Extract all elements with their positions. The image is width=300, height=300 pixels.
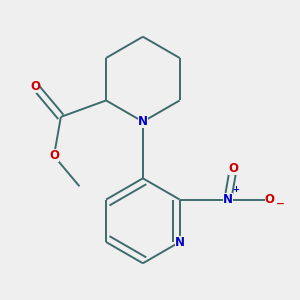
Text: N: N (138, 115, 148, 128)
Text: +: + (232, 185, 238, 194)
Text: N: N (175, 236, 185, 248)
Text: N: N (223, 193, 233, 206)
Text: O: O (49, 149, 59, 163)
Text: O: O (265, 193, 275, 206)
Text: O: O (30, 80, 40, 93)
Text: −: − (276, 199, 285, 209)
Text: O: O (228, 162, 238, 176)
